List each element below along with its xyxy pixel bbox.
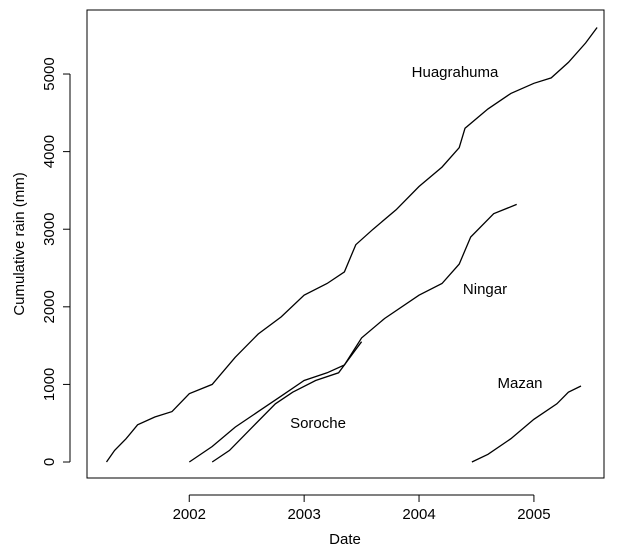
- y-tick-label: 3000: [41, 213, 58, 246]
- y-tick-label: 5000: [41, 57, 58, 90]
- series-label: Soroche: [290, 415, 346, 432]
- y-axis-label: Cumulative rain (mm): [11, 172, 28, 315]
- x-tick-label: 2003: [287, 506, 320, 523]
- series-label: Huagrahuma: [412, 64, 499, 81]
- y-tick-label: 2000: [41, 290, 58, 323]
- plot-frame: [86, 9, 605, 479]
- x-axis-label: Date: [329, 531, 361, 548]
- y-tick-label: 4000: [41, 135, 58, 168]
- series-line: [211, 341, 363, 463]
- series-label: Mazan: [497, 375, 542, 392]
- series-line: [105, 27, 598, 463]
- series-line: [188, 203, 517, 463]
- y-tick-label: 0: [41, 458, 58, 466]
- series-label: Ningar: [463, 281, 507, 298]
- y-tick-label: 1000: [41, 368, 58, 401]
- x-tick-label: 2004: [402, 506, 435, 523]
- series-line: [471, 385, 582, 463]
- x-tick-label: 2005: [517, 506, 550, 523]
- x-tick-label: 2002: [173, 506, 206, 523]
